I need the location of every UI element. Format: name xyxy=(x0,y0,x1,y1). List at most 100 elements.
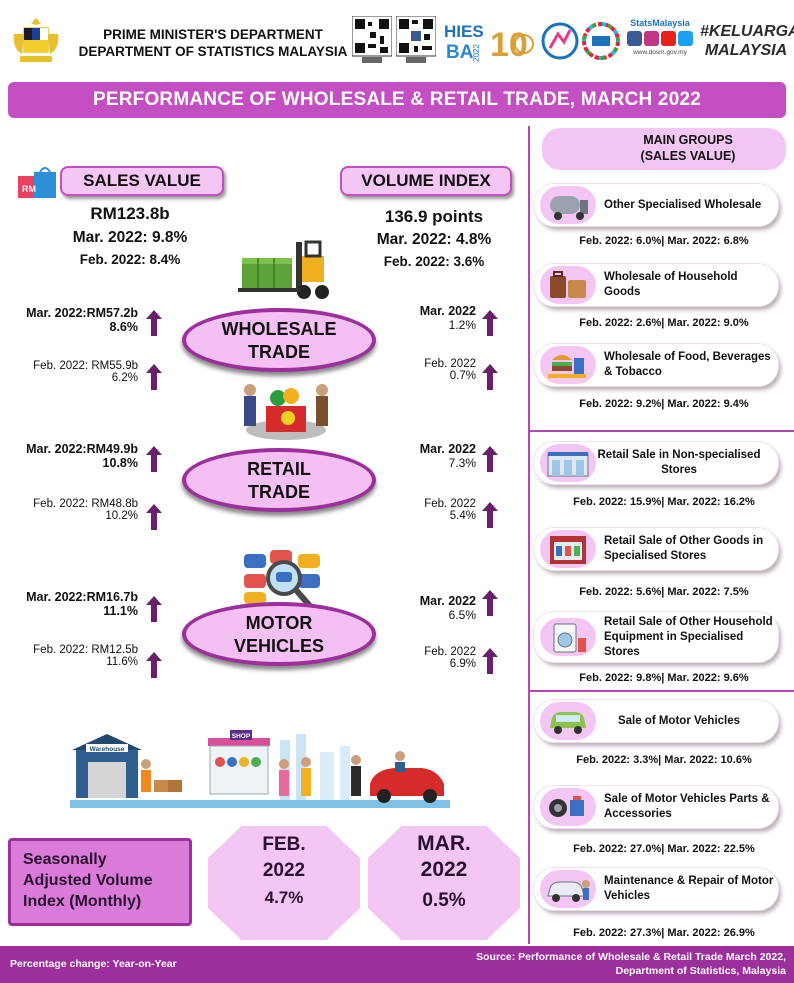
sector-name-line2: TRADE xyxy=(248,482,310,502)
up-arrow-icon xyxy=(482,502,498,528)
group-stats: Feb. 2022: 2.6%| Mar. 2022: 9.0% xyxy=(579,317,749,329)
trade-scene-illustration: Warehouse SHOP xyxy=(70,726,450,812)
wholesale-vol-mar: Mar. 2022 1.2% xyxy=(384,304,476,332)
group-card-retail-household-equipment: Retail Sale of Other Household Equipment… xyxy=(534,612,778,662)
sales-mar-label: Mar. 2022:RM57.2b xyxy=(26,306,138,320)
cars-with-magnifier-icon xyxy=(244,550,320,608)
supermarket-icon xyxy=(547,452,589,477)
vol-mar-label: Mar. 2022 xyxy=(419,304,476,318)
group-card-wholesale-household: Wholesale of Household Goods xyxy=(534,264,778,306)
retail-sales-mar: Mar. 2022:RM49.9b 10.8% xyxy=(2,442,138,470)
department-name: PRIME MINISTER'S DEPARTMENT DEPARTMENT O… xyxy=(76,26,350,60)
hies-logo: HIES BA 2022 xyxy=(442,18,486,64)
vol-mar-label: Mar. 2022 xyxy=(419,442,476,456)
sector-oval-motor: MOTOR VEHICLES xyxy=(182,602,376,666)
feb-month: FEB. xyxy=(262,834,306,855)
group-card-maintenance-repair: Maintenance & Repair of Motor Vehicles xyxy=(534,868,778,910)
header: PRIME MINISTER'S DEPARTMENT DEPARTMENT O… xyxy=(0,0,794,80)
mar-value: 0.5% xyxy=(422,890,466,911)
keluarga-line-1: #KELUARGA xyxy=(700,23,794,40)
sales-value-heading: SALES VALUE xyxy=(60,166,224,196)
page-title: PERFORMANCE OF WHOLESALE & RETAIL TRADE,… xyxy=(92,89,702,110)
group-card-retail-nonspecialised: Retail Sale in Non-specialised Stores xyxy=(534,442,778,484)
group-stats: Feb. 2022: 15.9%| Mar. 2022: 16.2% xyxy=(573,496,755,508)
hies-year-text: 2022 xyxy=(472,44,481,62)
group-label: Retail Sale of Other Goods in Specialise… xyxy=(604,535,764,562)
shop-sign: SHOP xyxy=(232,733,251,740)
sales-total: RM123.8b xyxy=(90,204,170,223)
luggage-icon xyxy=(550,271,586,298)
group-stats: Feb. 2022: 5.6%| Mar. 2022: 7.5% xyxy=(579,586,749,598)
group-label: Sale of Motor Vehicles xyxy=(617,714,741,727)
group-label: Wholesale of Food, Beverages & Tobacco xyxy=(604,351,771,378)
vol-feb-pct: 5.4% xyxy=(449,510,476,522)
volume-mar: Mar. 2022: 4.8% xyxy=(376,231,492,248)
source-line-1: Source: Performance of Wholesale & Retai… xyxy=(476,951,786,963)
sector-oval-wholesale: WHOLESALE TRADE xyxy=(182,308,376,372)
vol-feb-pct: 6.9% xyxy=(449,658,476,670)
group-stats: Feb. 2022: 6.0%| Mar. 2022: 6.8% xyxy=(579,235,749,247)
sales-mar-label: Mar. 2022:RM49.9b xyxy=(26,442,138,456)
up-arrow-icon xyxy=(146,364,162,390)
up-arrow-icon xyxy=(482,446,498,472)
retail-sales-feb: Feb. 2022: RM48.8b 10.2% xyxy=(2,498,138,522)
group-card-motor-parts: Sale of Motor Vehicles Parts & Accessori… xyxy=(534,786,778,828)
sales-mar-label: Mar. 2022:RM16.7b xyxy=(26,590,138,604)
retail-vol-mar: Mar. 2022 7.3% xyxy=(384,442,476,470)
group-label: Wholesale of Household Goods xyxy=(604,271,738,298)
volume-index-heading: VOLUME INDEX xyxy=(340,166,512,196)
group-stats: Feb. 2022: 3.3%| Mar. 2022: 10.6% xyxy=(576,754,752,766)
sales-feb-label: Feb. 2022: RM12.5b xyxy=(33,644,138,656)
twitter-icon xyxy=(678,31,693,46)
sales-feb-label: Feb. 2022: RM48.8b xyxy=(33,498,138,510)
sector-name-line1: MOTOR xyxy=(245,613,313,633)
car-icon xyxy=(550,712,586,734)
main-groups-line1: MAIN GROUPS xyxy=(643,133,733,147)
sales-feb-pct: 10.2% xyxy=(105,510,138,522)
icon-bg xyxy=(540,702,596,740)
sdg-wheel-icon xyxy=(582,22,620,60)
sales-mar-pct: 10.8% xyxy=(102,456,138,470)
instagram-icon xyxy=(644,31,659,46)
section-divider xyxy=(528,430,794,432)
group-label: Maintenance & Repair of Motor Vehicles xyxy=(604,875,774,902)
retail-vol-feb: Feb. 2022 5.4% xyxy=(384,498,476,522)
wholesale-vol-feb: Feb. 2022 0.7% xyxy=(384,358,476,382)
youtube-icon xyxy=(661,31,676,46)
vol-feb-label: Feb. 2022 xyxy=(424,646,476,658)
feb-value: 4.7% xyxy=(264,888,304,907)
up-arrow-icon xyxy=(146,504,162,530)
sales-mar-pct: 11.1% xyxy=(103,604,138,618)
source-line-2: Department of Statistics, Malaysia xyxy=(615,965,786,977)
seasonal-adjusted-label-box: Seasonally Adjusted Volume Index (Monthl… xyxy=(8,838,192,926)
sales-feb: Feb. 2022: 8.4% xyxy=(79,252,181,267)
tenth-text: 10 xyxy=(490,26,528,64)
group-stats: Feb. 2022: 9.2%| Mar. 2022: 9.4% xyxy=(579,398,749,410)
up-arrow-icon xyxy=(482,310,498,336)
group-label: Other Specialised Wholesale xyxy=(604,198,762,211)
icon-bg xyxy=(540,266,596,304)
volume-feb: Feb. 2022: 3.6% xyxy=(383,254,485,269)
keluarga-line-2: MALAYSIA xyxy=(704,42,788,59)
facebook-icon xyxy=(627,31,642,46)
mar-seasonal-octagon: MAR. 2022 0.5% xyxy=(368,826,520,940)
sector-name-line1: RETAIL xyxy=(247,459,311,479)
stats-url: www.dosm.gov.my xyxy=(633,49,687,56)
icon-bg xyxy=(540,870,596,908)
group-stats: Feb. 2022: 27.0%| Mar. 2022: 22.5% xyxy=(573,843,755,855)
up-arrow-icon xyxy=(146,310,162,336)
shoppers-with-cart-icon xyxy=(244,384,328,440)
motor-vol-mar: Mar. 2022 6.5% xyxy=(384,594,476,622)
volume-total: 136.9 points xyxy=(384,207,484,226)
group-card-retail-other-goods: Retail Sale of Other Goods in Specialise… xyxy=(534,528,778,570)
sales-mar-pct: 8.6% xyxy=(109,320,139,334)
tenth-anniversary-logo: 10 xyxy=(488,18,538,64)
feb-seasonal-octagon: FEB. 2022 4.7% xyxy=(208,826,360,940)
mar-year: 2022 xyxy=(420,858,468,881)
main-groups-line2: (SALES VALUE) xyxy=(640,149,736,163)
icon-bg xyxy=(540,186,596,224)
section-divider xyxy=(528,690,794,692)
panel-divider xyxy=(528,126,530,944)
main-groups-heading: MAIN GROUPS (SALES VALUE) xyxy=(542,128,786,170)
qr-code-icon xyxy=(396,16,436,63)
